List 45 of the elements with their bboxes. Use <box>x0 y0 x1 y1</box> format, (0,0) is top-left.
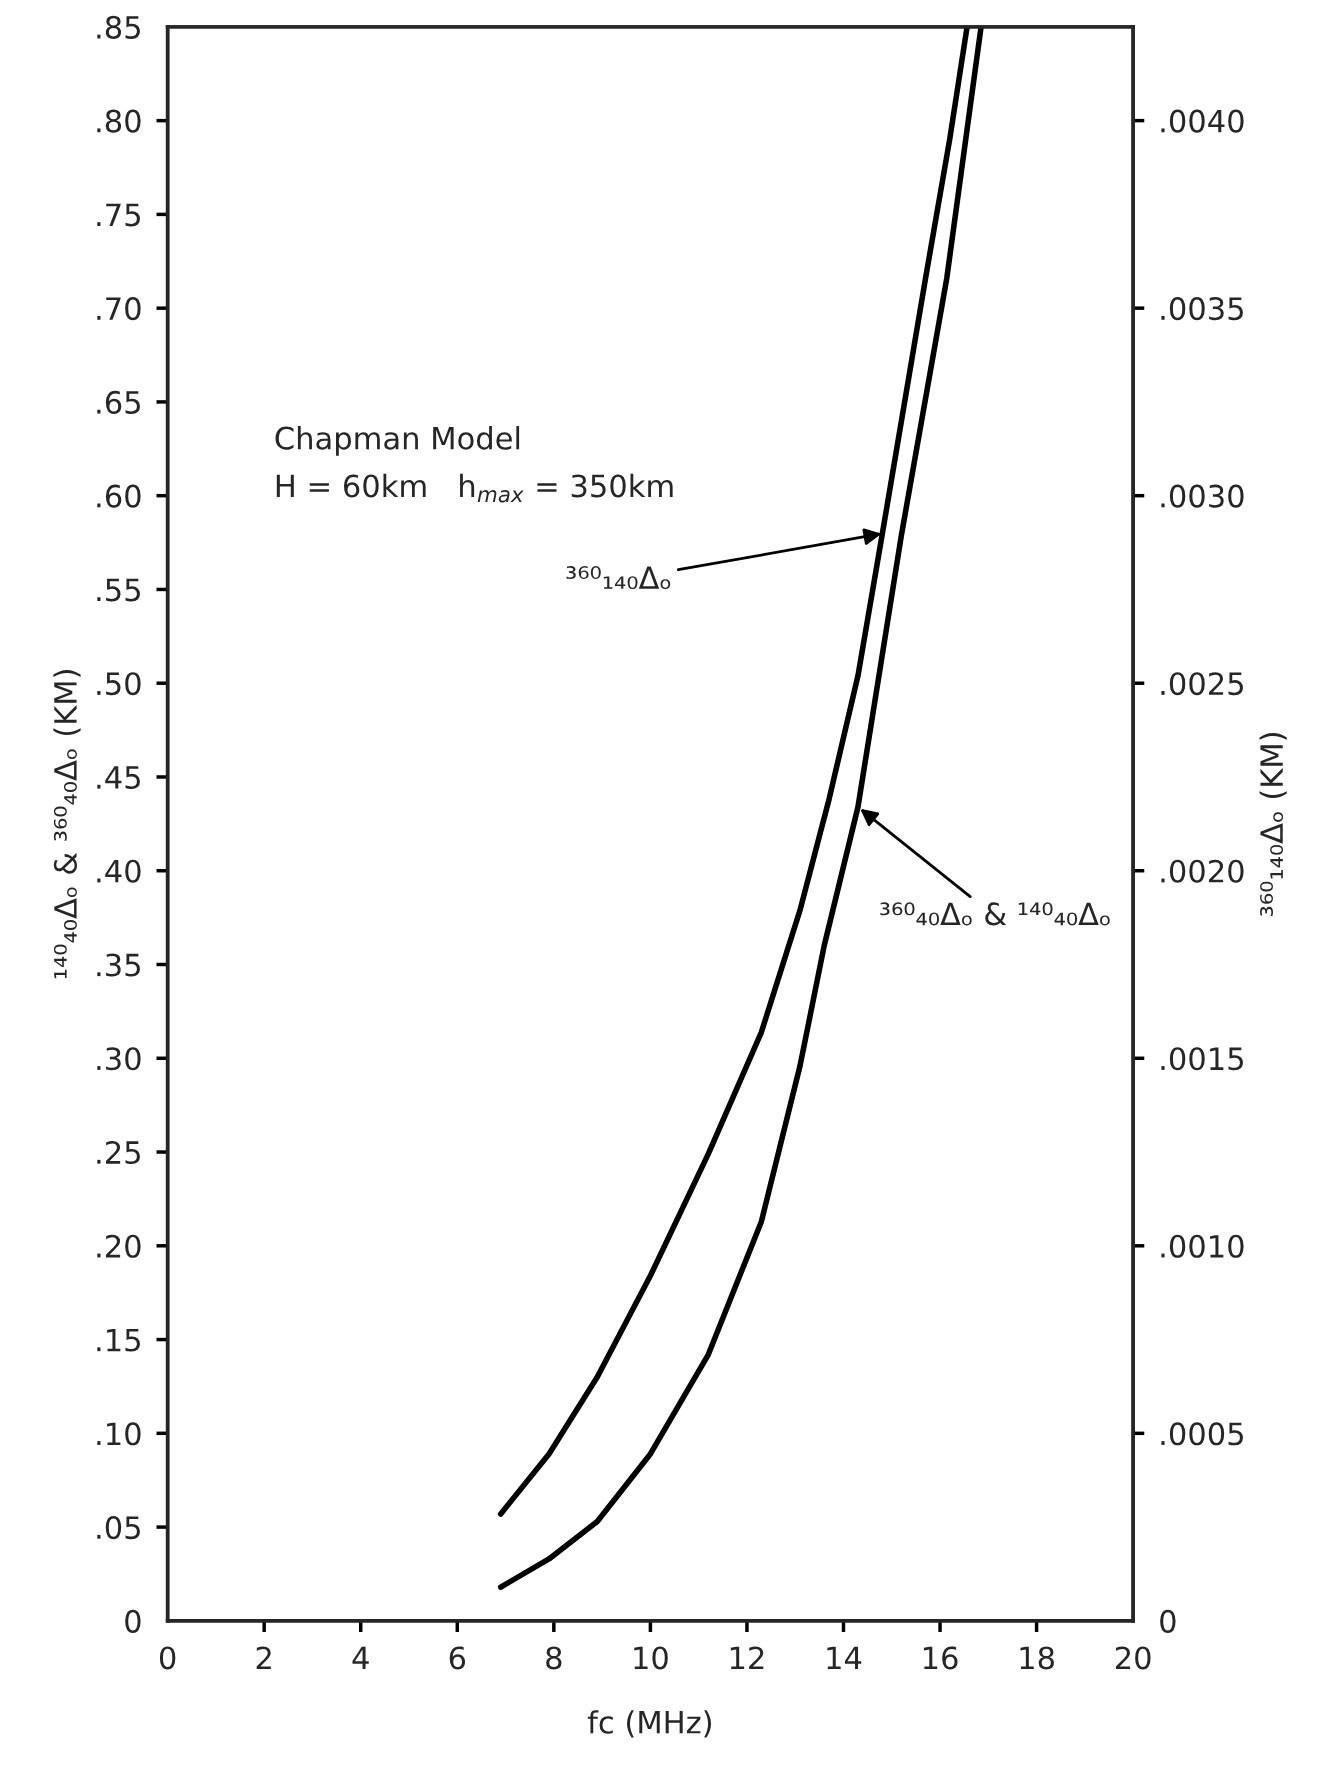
x-tick-label: 2 <box>256 1646 271 1670</box>
annotation: Chapman Model <box>275 426 520 456</box>
y-tick-label: .65 <box>97 390 140 414</box>
y-tick-label: .35 <box>97 953 140 977</box>
x-tick-label: 14 <box>827 1646 862 1670</box>
y2-tick-label: .0020 <box>1161 859 1244 883</box>
y2-tick-label: .0010 <box>1161 1234 1244 1258</box>
x-axis-title: fc (MHz) <box>587 1710 711 1738</box>
x-tick-label: 0 <box>159 1646 176 1670</box>
x-tick-label: 6 <box>449 1646 466 1670</box>
x-tick-label: 8 <box>546 1646 562 1670</box>
y-tick-label: .15 <box>97 1328 140 1352</box>
y-tick-label: .25 <box>97 1140 140 1165</box>
x-tick-label: 18 <box>1020 1646 1054 1670</box>
y-tick-label: .60 <box>97 484 141 508</box>
y2-tick-label: .0035 <box>1161 297 1243 321</box>
y2-tick-label: .0015 <box>1161 1047 1243 1071</box>
y-tick-label: .85 <box>97 15 140 39</box>
x-tick-label: 4 <box>352 1646 369 1670</box>
y-tick-label: .70 <box>97 297 141 321</box>
y2-tick-label: .0025 <box>1161 672 1243 696</box>
y-tick-label: .20 <box>97 1234 141 1258</box>
y-tick-label: .30 <box>97 1047 141 1071</box>
x-tick-label: 12 <box>730 1646 764 1670</box>
x-tick-label: 10 <box>634 1646 668 1670</box>
y-tick-label: .50 <box>97 672 141 696</box>
y2-axis-title: ³⁶⁰₁₄₀Δₒ (KM) <box>1259 733 1287 916</box>
y-tick-label: .75 <box>97 203 140 227</box>
y-tick-label: .80 <box>97 109 141 133</box>
y-axis-title: ¹⁴⁰₄₀Δₒ & ³⁶⁰₄₀Δₒ (KM) <box>53 670 81 979</box>
y2-tick-label: 0 <box>1160 1609 1176 1633</box>
annotation: ³⁶⁰₁₄₀Δₒ <box>566 566 671 590</box>
annotation: ³⁶⁰₄₀Δₒ & ¹⁴⁰₄₀Δₒ <box>880 902 1110 926</box>
annotation: H = 60km h$_{max}$ = 350km <box>276 473 673 503</box>
y-tick-label: .45 <box>97 766 140 790</box>
y2-tick-label: .0030 <box>1161 484 1244 508</box>
y2-tick-label: .0005 <box>1161 1422 1243 1446</box>
x-tick-label: 16 <box>923 1646 958 1670</box>
y-tick-label: 0 <box>125 1609 141 1633</box>
x-tick-label: 20 <box>1115 1646 1151 1670</box>
y-tick-label: .10 <box>97 1422 141 1446</box>
y2-tick-label: .0040 <box>1161 109 1244 133</box>
y-tick-label: .40 <box>97 859 141 883</box>
y-tick-label: .05 <box>97 1516 140 1540</box>
y-tick-label: .55 <box>97 578 140 602</box>
